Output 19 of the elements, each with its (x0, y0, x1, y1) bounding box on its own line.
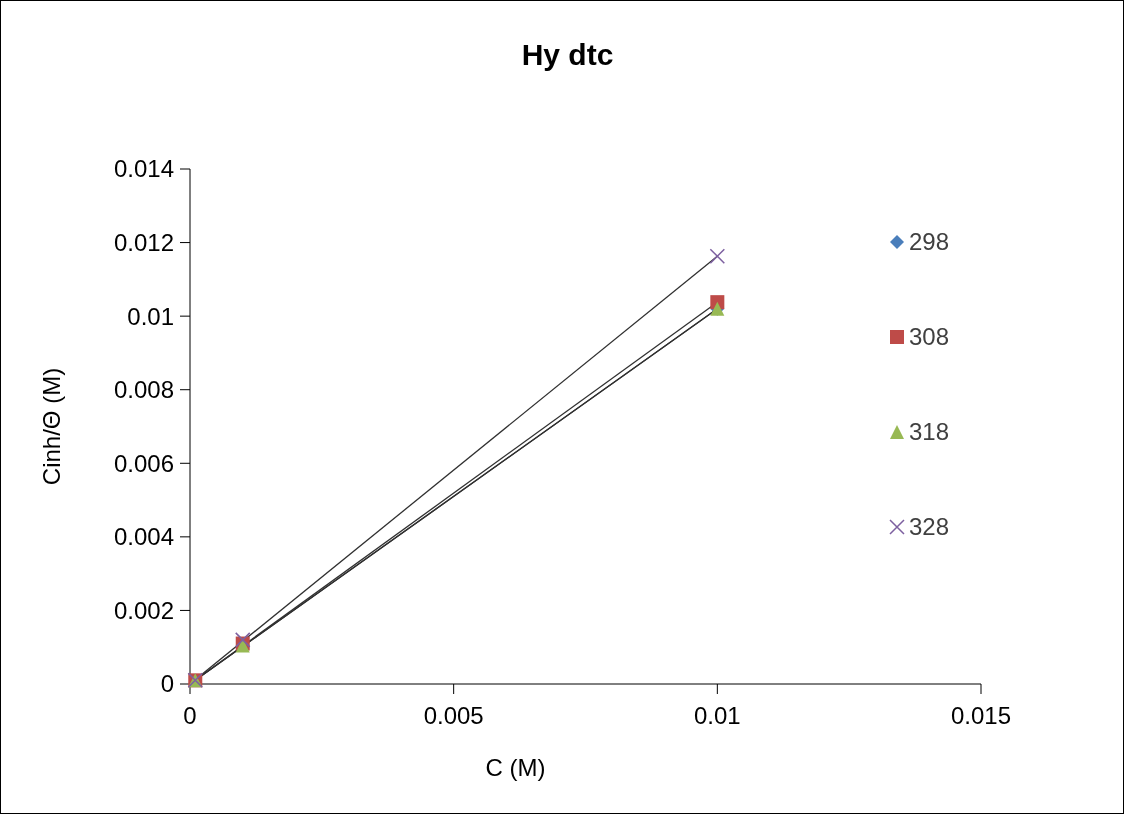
legend-label: 318 (909, 418, 950, 446)
legend-label: 298 (909, 228, 950, 256)
chart-title: Hy dtc (521, 38, 614, 71)
x-axis-title: C (M) (485, 754, 546, 781)
y-tick-label: 0.012 (113, 228, 174, 256)
y-tick-label: 0.014 (113, 155, 174, 183)
legend-label: 308 (909, 323, 950, 351)
x-tick-label: 0.015 (950, 702, 1012, 729)
y-tick-label: 0.01 (127, 302, 174, 330)
y-tick-label: 0.002 (113, 596, 174, 624)
y-tick-label: 0.004 (113, 523, 174, 551)
y-tick-label: 0.006 (113, 449, 174, 477)
y-tick-label: 0.008 (113, 376, 174, 404)
y-tick-label: 0 (160, 670, 174, 698)
y-axis-title: Cinh/Θ (M) (38, 367, 65, 486)
legend-label: 328 (909, 513, 950, 541)
x-tick-label: 0 (183, 702, 197, 729)
x-tick-label: 0.005 (423, 702, 484, 729)
x-tick-label: 0.01 (693, 702, 741, 729)
